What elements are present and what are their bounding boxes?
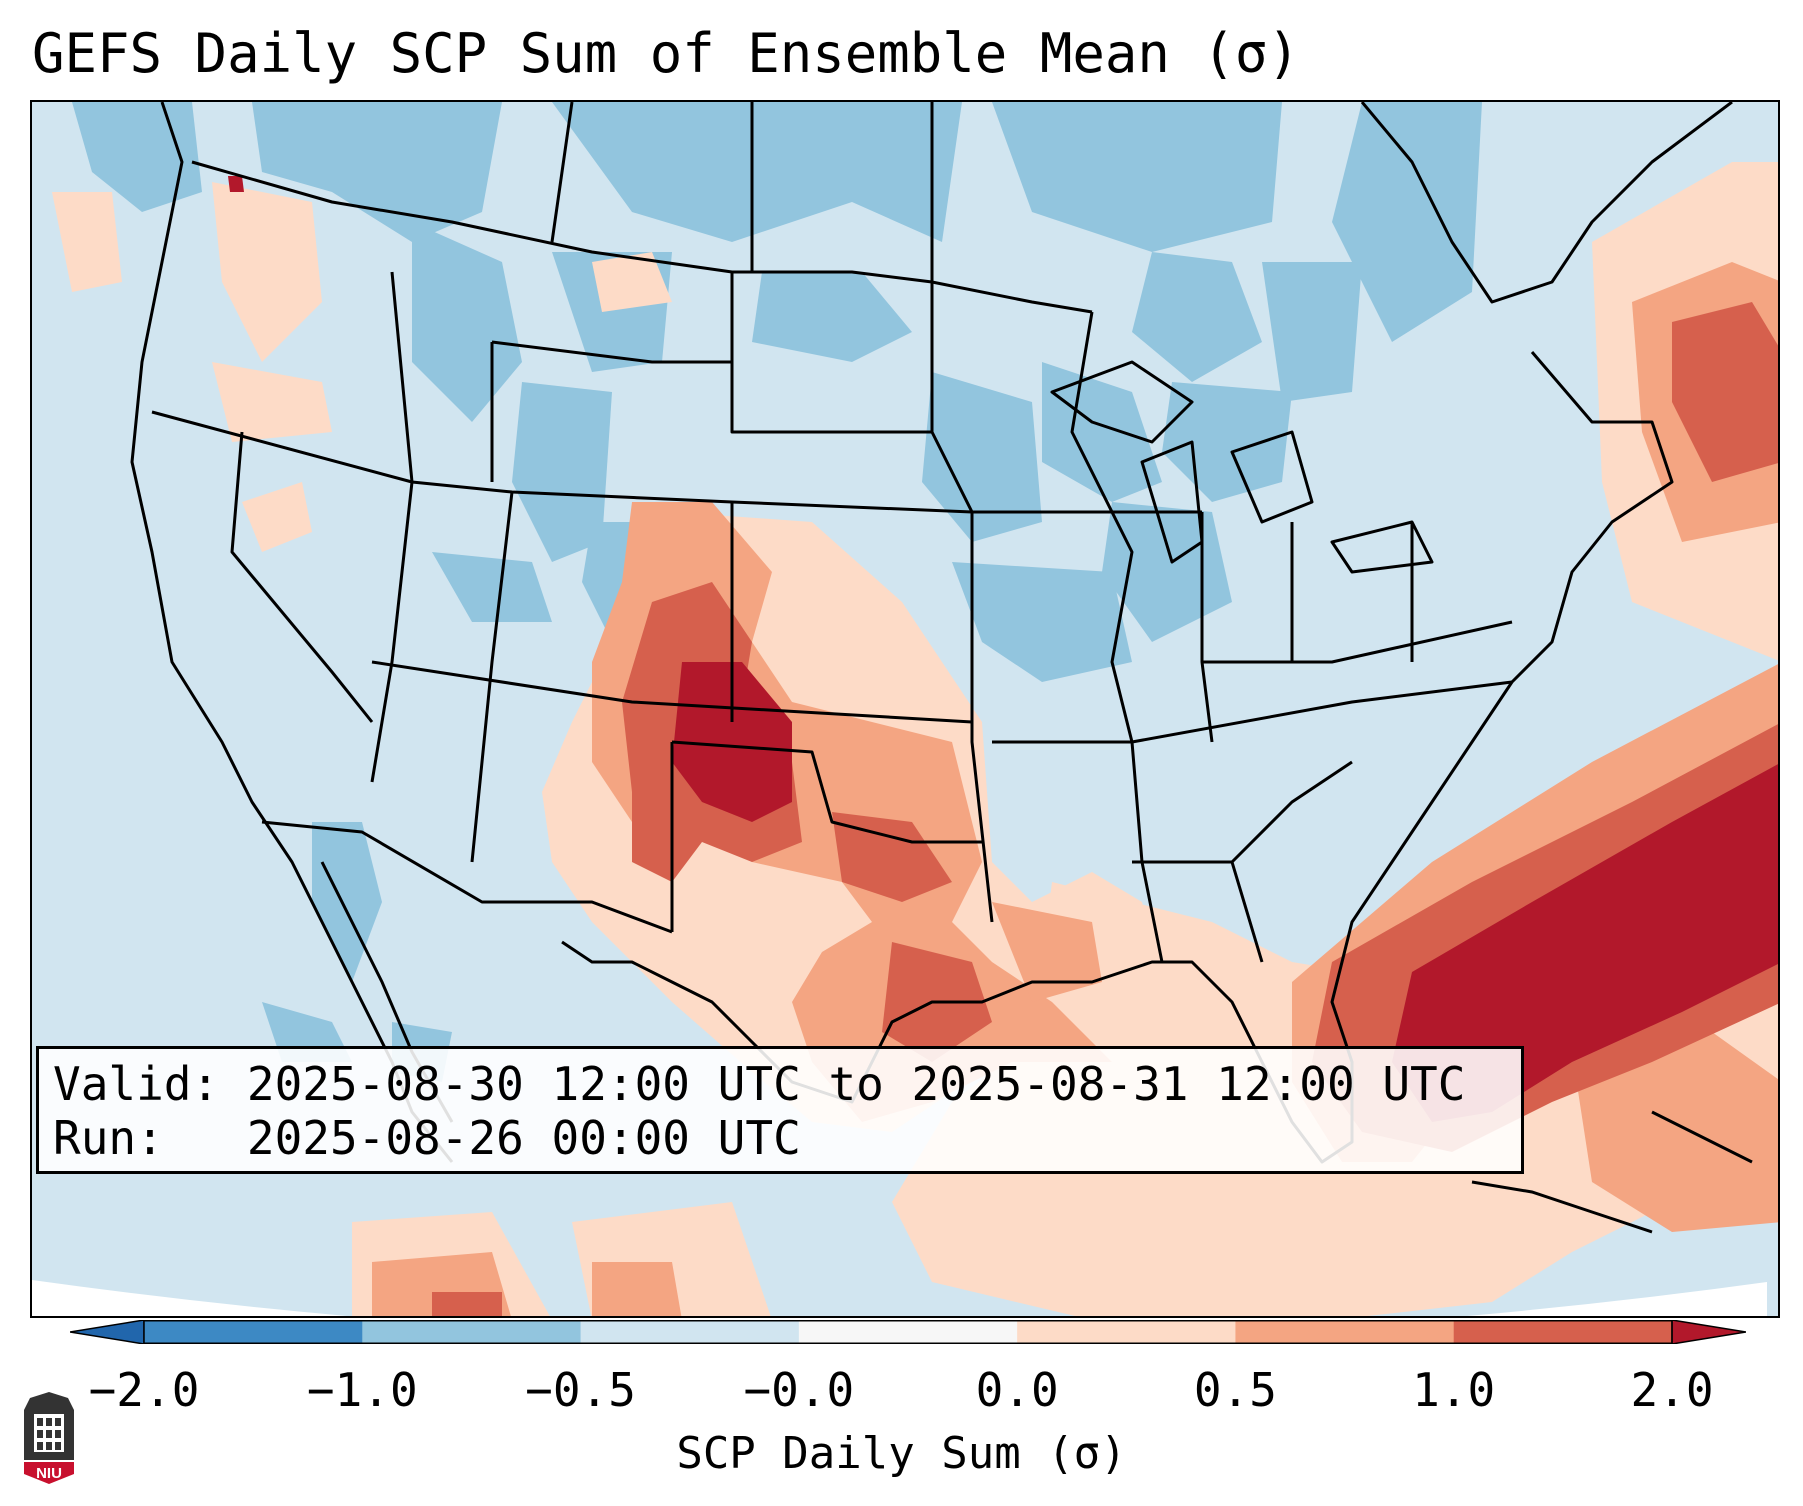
valid-label: Valid: xyxy=(53,1057,220,1111)
valid-run-info-box: Valid: 2025-08-30 12:00 UTC to 2025-08-3… xyxy=(36,1046,1524,1174)
colorbar-label: SCP Daily Sum (σ) xyxy=(676,1428,1127,1479)
colorbar-cell xyxy=(1453,1320,1673,1344)
negative-anomaly-areas xyxy=(72,102,1482,1082)
colorbar-cell xyxy=(144,1320,363,1344)
projection-edge xyxy=(32,1280,1778,1316)
colorbar-outline xyxy=(143,1320,1673,1344)
colorbar-cell xyxy=(580,1320,800,1344)
positive-extreme-areas xyxy=(228,176,1778,1122)
colorbar-tick-label: −1.0 xyxy=(306,1363,418,1417)
run-label: Run: xyxy=(53,1111,164,1165)
colorbar-tick-label: −0.0 xyxy=(743,1363,855,1417)
state-borders xyxy=(130,102,1733,1164)
colorbar-extend-high xyxy=(1671,1320,1746,1344)
colorbar-tick-label: 2.0 xyxy=(1630,1363,1714,1417)
niu-logo-icon: NIU xyxy=(24,1392,74,1484)
colorbar xyxy=(70,1320,1746,1344)
logo-text: NIU xyxy=(36,1465,62,1482)
colorbar-cell xyxy=(1017,1320,1236,1344)
colorbar-cell xyxy=(798,1320,1018,1344)
colorbar-tick-label: −2.0 xyxy=(88,1363,200,1417)
colorbar-cell xyxy=(362,1320,582,1344)
colorbar-tick-label: 0.0 xyxy=(975,1363,1059,1417)
colorbar-extend-low xyxy=(70,1320,145,1344)
colorbar-tick-label: 1.0 xyxy=(1412,1363,1496,1417)
colorbar-tick-label: −0.5 xyxy=(525,1363,636,1417)
colorbar-tick-label: 0.5 xyxy=(1193,1363,1277,1417)
colorbar-cell xyxy=(1235,1320,1455,1344)
chart-title: GEFS Daily SCP Sum of Ensemble Mean (σ) xyxy=(32,22,1300,85)
valid-value: 2025-08-30 12:00 UTC to 2025-08-31 12:00… xyxy=(246,1057,1466,1111)
run-value: 2025-08-26 00:00 UTC xyxy=(246,1111,801,1165)
